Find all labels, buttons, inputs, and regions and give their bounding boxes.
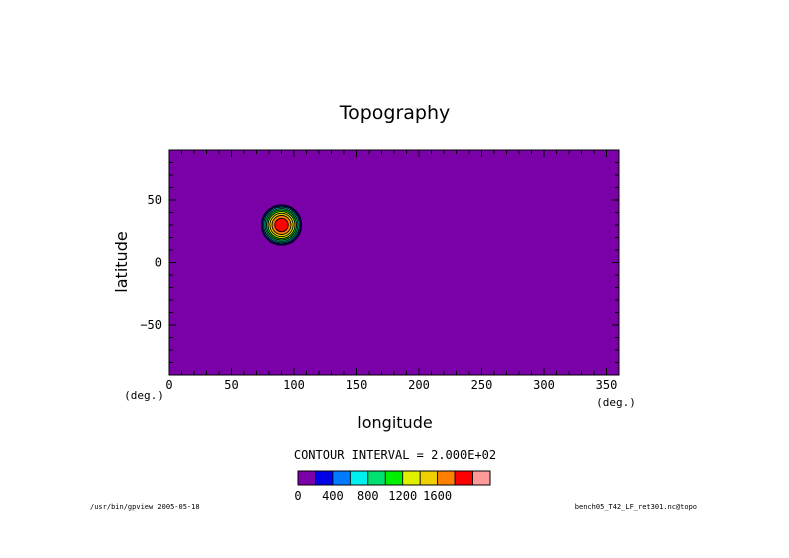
y-tick-label: −50	[140, 318, 162, 332]
colorbar-tick-label: 400	[322, 489, 344, 503]
contour-band-1800	[274, 217, 289, 233]
y-axis: −50 0 50	[140, 162, 619, 363]
plot-background	[169, 150, 619, 375]
colorbar: 0 400 800 1200 1600	[294, 470, 491, 503]
colorbar-swatch-800	[367, 470, 386, 486]
x-tick-label: 250	[471, 378, 493, 392]
footer-left-text: /usr/bin/gpview 2005-05-18	[90, 503, 200, 511]
chart-title: Topography	[339, 102, 451, 124]
colorbar-tick-label: 1600	[423, 489, 452, 503]
colorbar-swatch-400	[332, 470, 351, 486]
y-tick-label: 50	[148, 193, 162, 207]
x-tick-label: 350	[596, 378, 618, 392]
x-tick-label: 100	[283, 378, 305, 392]
colorbar-swatch-2000	[472, 470, 491, 486]
plot-area	[168, 149, 620, 376]
colorbar-swatch-600	[349, 470, 369, 486]
colorbar-swatch-200	[315, 470, 334, 486]
x-tick-label: 150	[346, 378, 368, 392]
y-tick-label: 0	[155, 256, 162, 270]
contour-fill	[260, 204, 303, 246]
colorbar-frame	[297, 470, 491, 486]
colorbar-swatch-1600	[437, 470, 456, 486]
colorbar-swatch-1400	[419, 470, 439, 486]
colorbar-tick-label: 0	[294, 489, 301, 503]
colorbar-swatch-1000	[384, 470, 404, 486]
x-axis-label: longitude	[357, 413, 432, 432]
x-tick-label: 200	[408, 378, 430, 392]
x-tick-label: 300	[533, 378, 555, 392]
y-axis-label: latitude	[112, 231, 131, 292]
y-axis-unit: (deg.)	[124, 389, 164, 402]
x-tick-label: 50	[224, 378, 238, 392]
colorbar-tick-label: 1200	[388, 489, 417, 503]
colorbar-swatch-0	[297, 470, 316, 486]
contour-interval-label: CONTOUR INTERVAL = 2.000E+02	[294, 448, 496, 462]
colorbar-tick-label: 800	[357, 489, 379, 503]
colorbar-swatch-1800	[454, 470, 473, 486]
colorbar-swatch-1200	[402, 470, 421, 486]
footer-right-text: bench05_T42_LF_ret301.nc@topo	[574, 503, 697, 511]
x-axis: 0 50 100 150 200 250 300 350	[165, 150, 620, 392]
x-axis-unit: (deg.)	[596, 396, 636, 409]
x-tick-label: 0	[165, 378, 172, 392]
